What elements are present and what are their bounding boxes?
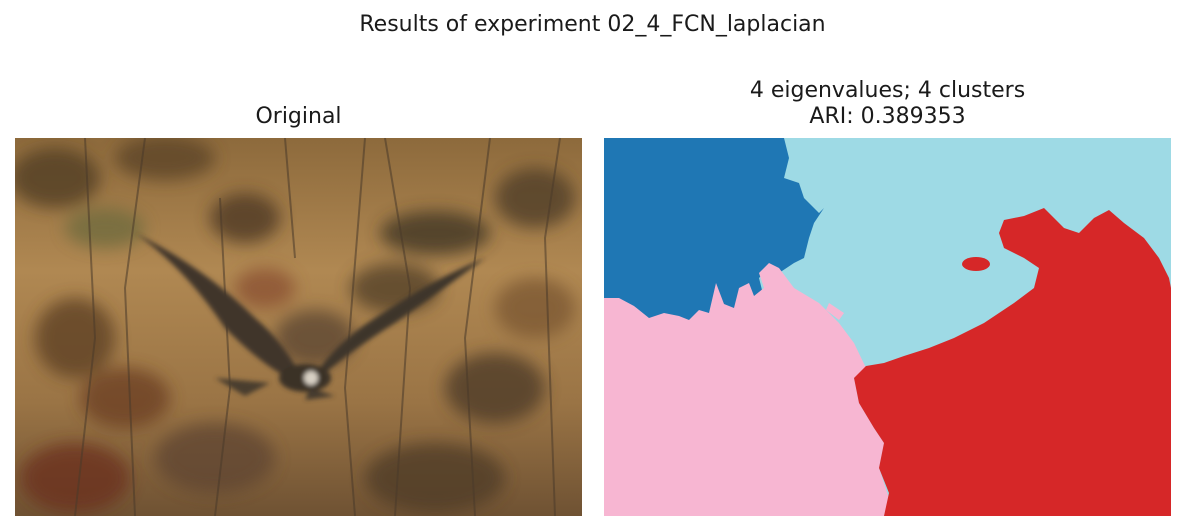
background-foliage xyxy=(15,138,575,513)
cluster-red-island xyxy=(962,257,990,271)
segmentation-svg xyxy=(604,138,1171,516)
original-image xyxy=(15,138,582,516)
segmentation-title-line1: 4 eigenvalues; 4 clusters xyxy=(749,78,1026,103)
figure-title: Results of experiment 02_4_FCN_laplacian xyxy=(359,12,826,37)
cluster-blue-region xyxy=(604,138,824,323)
cluster-pink-region xyxy=(604,263,889,516)
segmentation-panel-title: 4 eigenvalues; 4 clusters ARI: 0.389353 xyxy=(604,78,1171,130)
background-branches xyxy=(74,138,561,516)
segmentation-map xyxy=(604,138,1171,516)
original-photo-svg xyxy=(15,138,582,516)
cluster-pink-fragment xyxy=(826,303,844,320)
hawk xyxy=(135,233,485,400)
cluster-red-region xyxy=(854,208,1171,516)
segmentation-title-line2: ARI: 0.389353 xyxy=(809,104,966,129)
original-panel-title: Original xyxy=(255,104,342,129)
